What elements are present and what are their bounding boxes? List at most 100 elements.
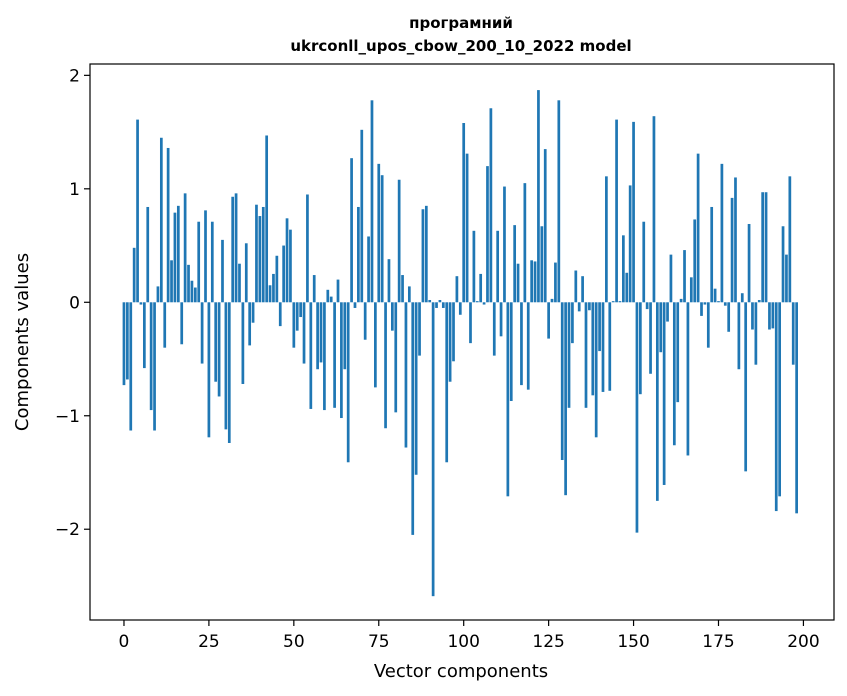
bar — [554, 262, 557, 303]
y-tick-label: −1 — [55, 407, 80, 427]
bar — [319, 302, 323, 363]
bar — [414, 302, 418, 475]
bar — [564, 302, 567, 496]
bar — [778, 302, 782, 497]
bar — [387, 259, 391, 303]
bar — [197, 221, 201, 303]
bar — [652, 116, 656, 303]
bar — [734, 177, 737, 303]
bar — [329, 296, 333, 303]
bar — [737, 302, 741, 370]
bar — [588, 302, 591, 311]
bar — [340, 302, 343, 419]
bar — [343, 302, 347, 370]
bar — [686, 302, 690, 456]
bar — [238, 263, 241, 303]
bar — [723, 302, 727, 306]
bar — [452, 302, 455, 362]
bar — [666, 302, 669, 322]
bar — [435, 302, 438, 308]
bar — [628, 185, 632, 303]
bar — [333, 302, 336, 408]
bar — [156, 286, 160, 303]
bar — [438, 300, 442, 303]
bar — [567, 302, 571, 408]
x-tick-label: 125 — [532, 632, 564, 652]
bar — [513, 225, 517, 303]
bar — [129, 302, 133, 431]
bar — [574, 270, 578, 303]
bar — [509, 302, 513, 402]
bar — [642, 221, 646, 303]
bar — [659, 302, 663, 353]
bar — [183, 193, 187, 303]
bar — [486, 166, 489, 303]
bar — [768, 302, 771, 330]
bar — [431, 302, 435, 597]
bar — [377, 163, 381, 303]
bar — [421, 209, 425, 303]
bar — [346, 302, 350, 463]
bar — [788, 176, 792, 303]
bar — [625, 272, 629, 303]
bar — [455, 276, 459, 303]
bar-series — [122, 90, 798, 597]
bar — [146, 206, 150, 303]
bar — [251, 302, 255, 323]
bar — [584, 302, 588, 408]
bar — [591, 302, 595, 396]
chart-title-line-2: ukrconll_upos_cbow_200_10_2022 model — [290, 37, 631, 55]
bar — [496, 230, 500, 303]
bar — [744, 302, 748, 472]
bar — [577, 302, 581, 312]
bar — [713, 288, 717, 303]
bar — [605, 176, 608, 303]
y-tick-label: 0 — [69, 293, 80, 313]
bar — [299, 302, 302, 318]
bar — [268, 285, 272, 303]
bar — [176, 205, 180, 303]
bar — [207, 302, 211, 438]
bar — [401, 275, 404, 303]
bar — [210, 221, 214, 303]
bar — [717, 301, 720, 303]
x-axis-ticks: 0 25 50 75 100 125 150 175 200 — [119, 620, 820, 652]
bar — [774, 302, 778, 512]
x-tick-label: 25 — [198, 632, 220, 652]
bar — [526, 302, 530, 390]
bar — [791, 302, 795, 365]
bar — [272, 273, 275, 303]
bar — [265, 135, 269, 303]
bar — [781, 226, 785, 303]
bar — [132, 247, 136, 303]
bar — [221, 239, 224, 303]
bar — [309, 302, 313, 409]
bar — [761, 192, 765, 303]
bar — [482, 302, 486, 305]
bar — [448, 302, 452, 382]
bar — [261, 206, 265, 303]
bar — [326, 289, 330, 303]
y-tick-label: 2 — [69, 66, 80, 86]
bar — [550, 298, 554, 303]
bar — [523, 183, 527, 303]
bar — [469, 302, 472, 344]
bar — [306, 194, 309, 303]
bar — [581, 276, 584, 303]
bar — [153, 302, 156, 431]
bar — [258, 216, 262, 303]
bar — [445, 302, 449, 463]
bar — [635, 302, 639, 533]
bar — [672, 302, 676, 446]
bar — [540, 226, 544, 303]
bar — [312, 275, 316, 303]
bar — [608, 302, 612, 391]
bar — [424, 205, 428, 303]
bar — [142, 302, 146, 369]
bar — [289, 229, 292, 303]
bar — [537, 90, 540, 303]
bar — [136, 119, 139, 303]
bar — [771, 302, 775, 329]
bar — [411, 302, 415, 535]
